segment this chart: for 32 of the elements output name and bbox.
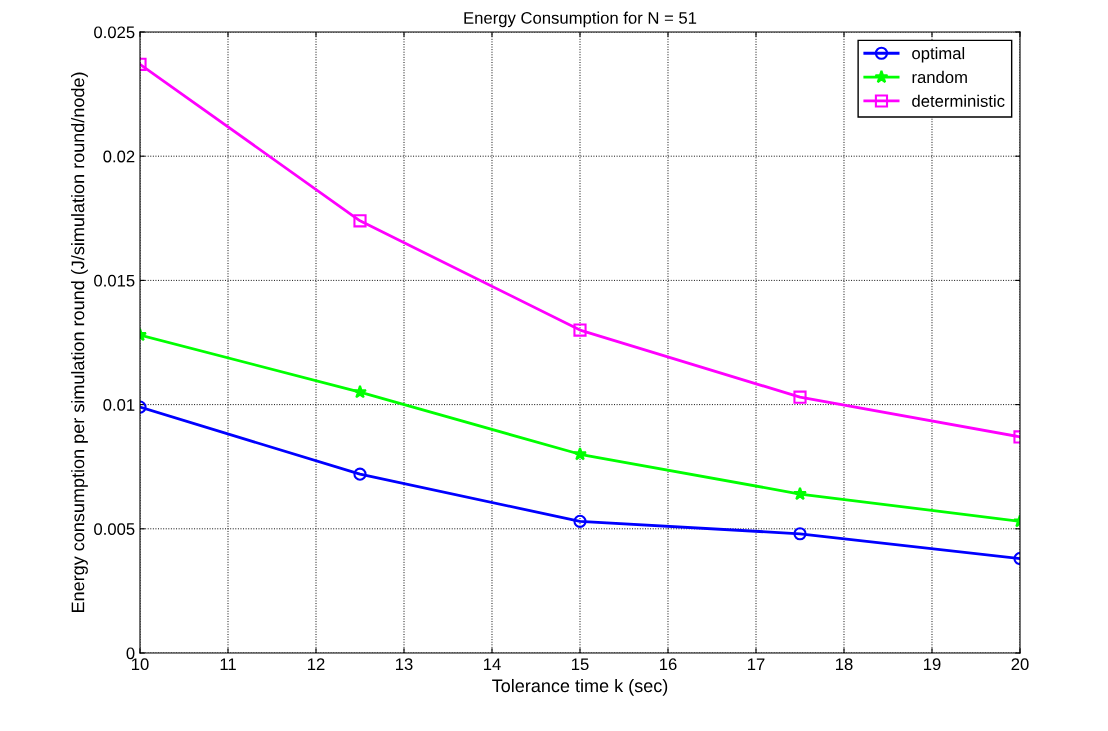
x-tick-label: 19 <box>924 658 941 671</box>
chart-title: Energy Consumption for N = 51 <box>464 11 697 28</box>
legend-label: optimal <box>912 47 965 63</box>
y-tick-label: 0.02 <box>103 150 135 163</box>
x-tick-label: 20 <box>1011 658 1029 671</box>
x-tick-label: 13 <box>396 658 413 671</box>
x-tick-label: 17 <box>748 658 765 670</box>
point <box>573 446 587 461</box>
y-axis-title: Energy consumption per simulation round (J/simulation round/node) <box>71 72 88 612</box>
point <box>353 384 367 399</box>
y-tick-label: 0.025 <box>94 26 135 39</box>
point <box>573 323 587 337</box>
x-tick-label: 10 <box>132 658 149 671</box>
y-tick-label: 0 <box>126 647 135 660</box>
x-tick-label: 16 <box>660 658 677 671</box>
x-tick-label: 12 <box>308 658 325 670</box>
point <box>793 527 807 541</box>
point <box>793 390 807 404</box>
legend-label: random <box>912 70 967 84</box>
x-tick-label: 18 <box>836 658 853 671</box>
point <box>573 514 587 528</box>
x-tick-label: 14 <box>484 658 501 670</box>
x-tick-label: 11 <box>220 658 236 670</box>
point <box>793 486 807 501</box>
x-axis-title: Tolerance time k (sec) <box>492 678 668 696</box>
y-tick-label: 0.005 <box>94 523 135 535</box>
point <box>353 214 367 228</box>
legend-label: deterministic <box>912 94 1005 107</box>
x-tick-label: 15 <box>572 658 589 671</box>
y-tick-label: 0.015 <box>94 274 135 287</box>
y-tick-label: 0.01 <box>103 399 135 411</box>
point <box>353 467 367 481</box>
